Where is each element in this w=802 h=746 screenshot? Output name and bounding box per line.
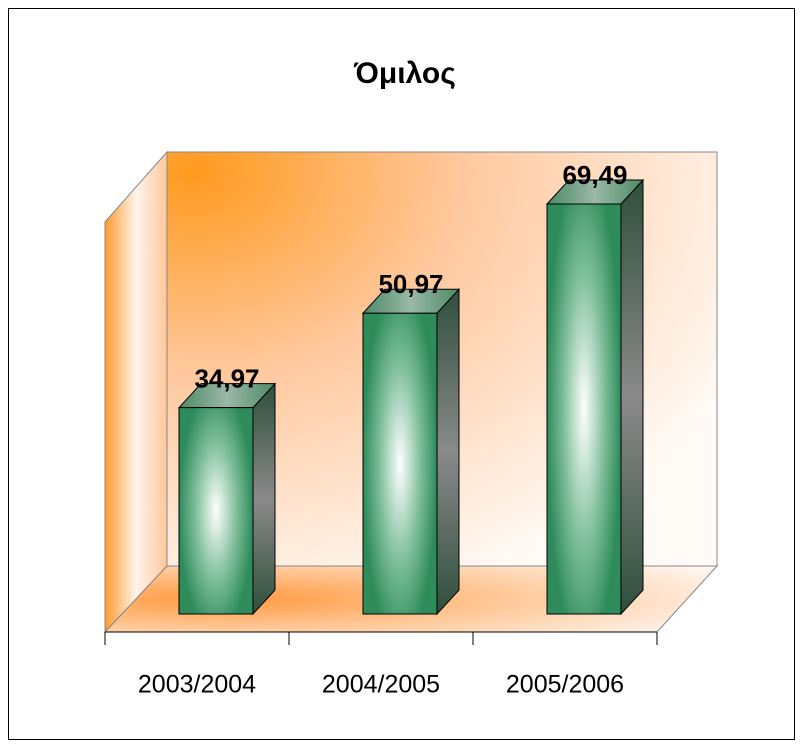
- side-wall: [104, 150, 168, 634]
- bar-front: [546, 203, 622, 615]
- value-label: 34,97: [194, 364, 259, 394]
- bar: [545, 178, 645, 616]
- bar-side: [436, 287, 460, 616]
- bar-front: [178, 407, 254, 615]
- bar-front: [362, 312, 438, 615]
- bar-side: [252, 382, 276, 616]
- bar-side: [620, 178, 644, 616]
- bar: [361, 287, 461, 616]
- value-label: 69,49: [562, 160, 627, 190]
- x-tick-label: 2003/2004: [138, 671, 256, 699]
- x-tick-label: 2005/2006: [506, 671, 624, 699]
- value-label: 50,97: [378, 269, 443, 299]
- chart-title: Όμιλος: [353, 57, 456, 90]
- bar: [177, 382, 277, 616]
- x-tick-label: 2004/2005: [322, 671, 440, 699]
